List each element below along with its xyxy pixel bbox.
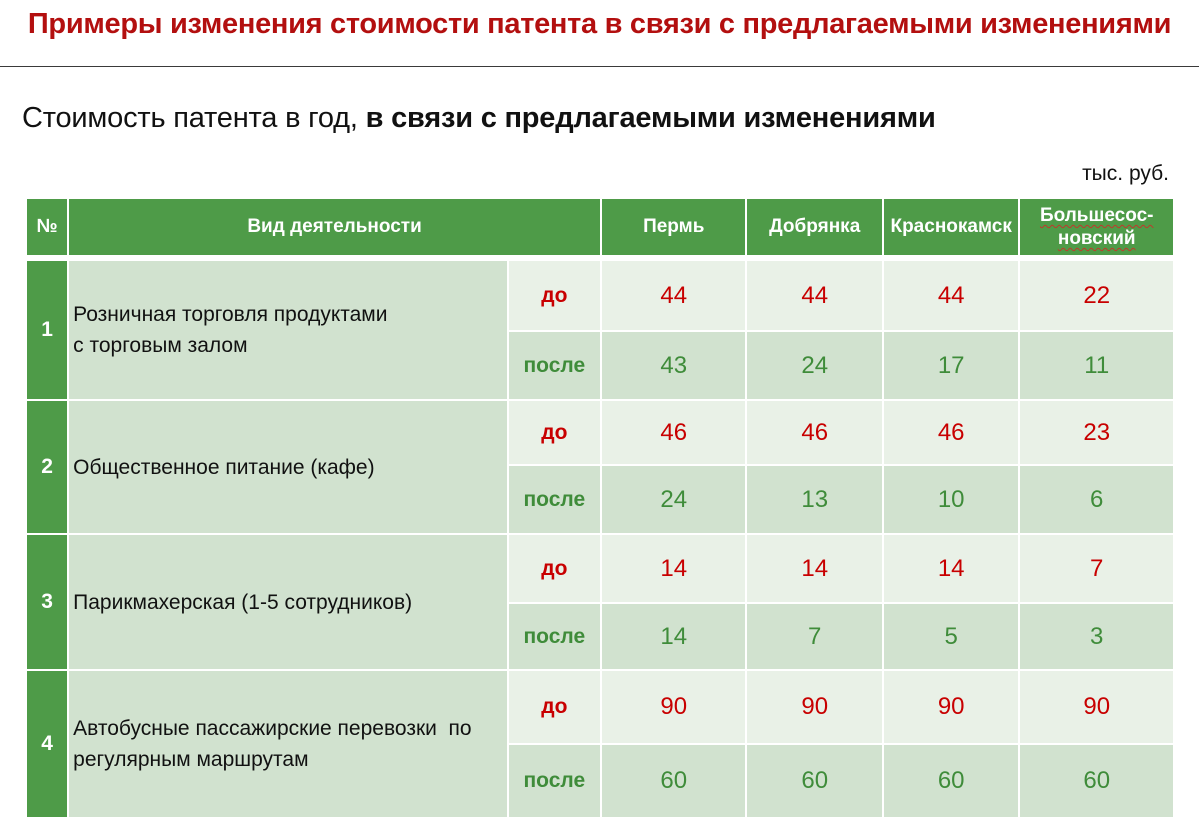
header-city-krasnokamsk: Краснокамск [883, 199, 1019, 255]
label-before: до [508, 261, 600, 330]
activity-cell: Розничная торговля продуктами с торговым… [69, 261, 507, 399]
label-after: после [508, 745, 600, 817]
subtitle-bold: в связи с предлагаемыми изменениями [365, 102, 936, 134]
row-number: 3 [27, 535, 68, 669]
value-after-bolshesosnovsky: 11 [1020, 332, 1173, 399]
label-after: после [508, 466, 600, 533]
value-before-dobryanka: 90 [747, 671, 882, 743]
value-before-bolshesosnovsky: 22 [1020, 261, 1173, 330]
value-before-perm: 44 [601, 261, 746, 330]
header-city-perm: Пермь [601, 199, 746, 255]
label-before: до [508, 671, 600, 743]
value-before-bolshesosnovsky: 7 [1020, 535, 1173, 602]
table-row: после 60 60 60 60 [27, 745, 1173, 817]
activity-line: Розничная торговля продуктами [73, 303, 388, 326]
label-before: до [508, 535, 600, 602]
header-activity: Вид деятельности [69, 199, 600, 255]
value-after-dobryanka: 13 [747, 466, 882, 533]
value-after-perm: 43 [601, 332, 746, 399]
value-before-dobryanka: 46 [747, 401, 882, 464]
value-after-krasnokamsk: 10 [883, 466, 1019, 533]
value-before-dobryanka: 14 [747, 535, 882, 602]
label-after: после [508, 604, 600, 669]
value-after-bolshesosnovsky: 60 [1020, 745, 1173, 817]
value-before-krasnokamsk: 44 [883, 261, 1019, 330]
units-label: тыс. руб. [1082, 162, 1169, 185]
value-before-perm: 46 [601, 401, 746, 464]
value-before-krasnokamsk: 14 [883, 535, 1019, 602]
value-after-dobryanka: 7 [747, 604, 882, 669]
table-row: 3 Парикмахерская (1-5 сотрудников) до 14… [27, 535, 1173, 669]
value-before-dobryanka: 44 [747, 261, 882, 330]
value-after-krasnokamsk: 60 [883, 745, 1019, 817]
activity-cell: Парикмахерская (1-5 сотрудников) [69, 535, 507, 669]
table-row: после 43 24 17 11 [27, 332, 1173, 399]
value-after-bolshesosnovsky: 6 [1020, 466, 1173, 533]
row-number: 2 [27, 401, 68, 533]
row-number: 4 [27, 671, 68, 817]
value-after-krasnokamsk: 17 [883, 332, 1019, 399]
value-before-perm: 90 [601, 671, 746, 743]
header-city-bolshesosnovsky: Большесос-новский [1020, 199, 1173, 255]
value-after-perm: 60 [601, 745, 746, 817]
value-after-perm: 14 [601, 604, 746, 669]
table-row: после 24 13 10 6 [27, 466, 1173, 533]
activity-line: Парикмахерская (1-5 сотрудников) [73, 590, 413, 614]
label-before: до [508, 401, 600, 464]
activity-line: с торговым залом [73, 334, 248, 357]
table-row: 2 Общественное питание (кафе) до 46 46 4… [27, 401, 1173, 533]
header-num: № [27, 199, 68, 255]
table-header-row: № Вид деятельности Пермь Добрянка Красно… [27, 199, 1173, 255]
value-before-bolshesosnovsky: 23 [1020, 401, 1173, 464]
value-after-perm: 24 [601, 466, 746, 533]
table-subtitle: Стоимость патента в год, в связи с предл… [22, 102, 936, 135]
header-city-dobryanka: Добрянка [747, 199, 882, 255]
subtitle-regular: Стоимость патента в год, [22, 102, 366, 134]
activity-line: Автобусные пассажирские перевозки по [73, 717, 472, 740]
activity-cell: Автобусные пассажирские перевозки по рег… [69, 671, 507, 817]
table-row: после 14 7 5 3 [27, 604, 1173, 669]
value-before-krasnokamsk: 90 [883, 671, 1019, 743]
value-after-bolshesosnovsky: 3 [1020, 604, 1173, 669]
activity-line: Общественное питание (кафе) [73, 455, 375, 479]
table-row: 1 Розничная торговля продуктами с торгов… [27, 261, 1173, 399]
value-before-bolshesosnovsky: 90 [1020, 671, 1173, 743]
activity-line: регулярным маршрутам [73, 748, 309, 771]
value-before-krasnokamsk: 46 [883, 401, 1019, 464]
value-after-dobryanka: 60 [747, 745, 882, 817]
slide-title: Примеры изменения стоимости патента в св… [27, 8, 1172, 40]
header-gap [27, 257, 1173, 259]
label-after: после [508, 332, 600, 399]
value-before-perm: 14 [601, 535, 746, 602]
activity-cell: Общественное питание (кафе) [69, 401, 507, 533]
value-after-krasnokamsk: 5 [883, 604, 1019, 669]
patent-cost-table: № Вид деятельности Пермь Добрянка Красно… [25, 197, 1175, 819]
title-divider [0, 66, 1199, 67]
table-row: 4 Автобусные пассажирские перевозки по р… [27, 671, 1173, 817]
value-after-dobryanka: 24 [747, 332, 882, 399]
row-number: 1 [27, 261, 68, 399]
